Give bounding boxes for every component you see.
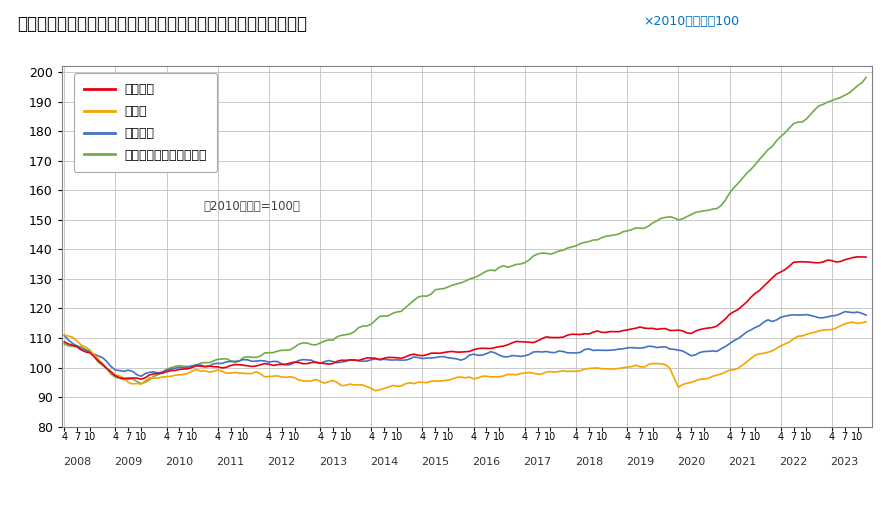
Text: 2012: 2012 — [268, 457, 296, 467]
Text: 2023: 2023 — [831, 457, 859, 467]
Text: 2022: 2022 — [780, 457, 808, 467]
Text: 2010: 2010 — [166, 457, 194, 467]
Text: 2008: 2008 — [63, 457, 91, 467]
Text: 2015: 2015 — [421, 457, 449, 467]
Text: 2019: 2019 — [626, 457, 654, 467]
Text: 2020: 2020 — [677, 457, 706, 467]
Text: 《不動産価格指数（住宅）（令和５年１２月分・季節調整値）》: 《不動産価格指数（住宅）（令和５年１２月分・季節調整値）》 — [18, 15, 307, 33]
Text: ×2010年平均＝100: ×2010年平均＝100 — [643, 15, 739, 28]
Text: （2010年平均=100）: （2010年平均=100） — [204, 200, 300, 213]
Text: 2021: 2021 — [729, 457, 757, 467]
Text: 2014: 2014 — [370, 457, 398, 467]
Text: 2009: 2009 — [114, 457, 143, 467]
Text: 2016: 2016 — [472, 457, 500, 467]
Text: 2011: 2011 — [217, 457, 245, 467]
Legend: 住宅総合, 住宅地, 戸建住宅, マンション（区分所有）: 住宅総合, 住宅地, 戸建住宅, マンション（区分所有） — [73, 73, 218, 172]
Text: 2017: 2017 — [523, 457, 552, 467]
Text: 2018: 2018 — [574, 457, 603, 467]
Text: 2013: 2013 — [319, 457, 347, 467]
